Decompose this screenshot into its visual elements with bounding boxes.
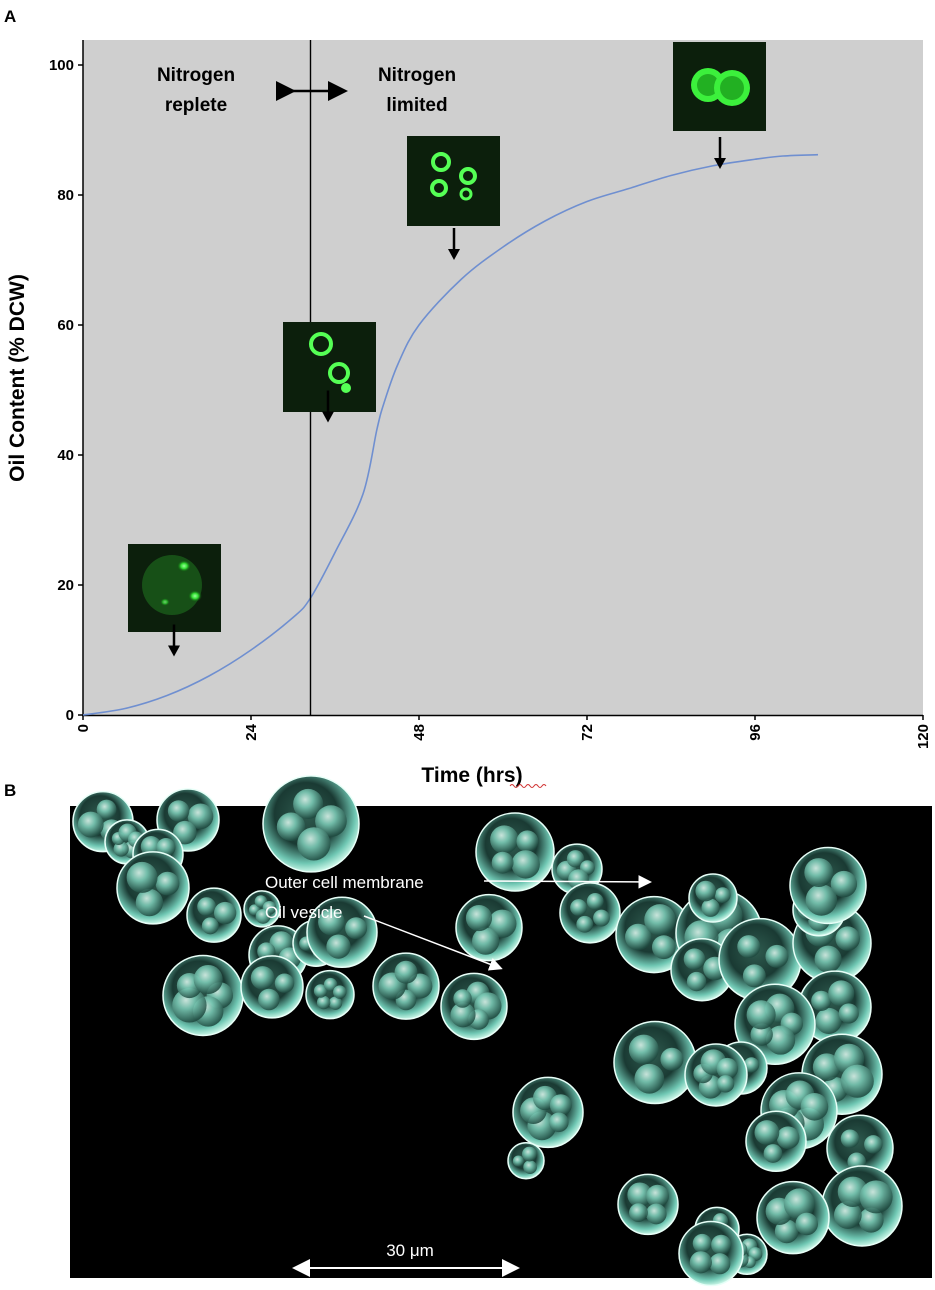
y-tick-label: 20 (57, 577, 74, 594)
cell (734, 983, 816, 1066)
label-oil-vesicle: Oil vesicle (265, 903, 342, 922)
x-tick-label: 96 (747, 724, 764, 741)
y-tick-group: 0 20 40 60 80 100 (49, 57, 83, 724)
cell (116, 851, 190, 925)
cell (243, 890, 281, 928)
y-tick-label: 80 (57, 187, 74, 204)
y-axis-title: Oil Content (% DCW) (6, 274, 29, 482)
cell (718, 917, 802, 1002)
panel-label-a: A (4, 7, 16, 26)
inset-micrograph-mid (407, 136, 500, 226)
cell (826, 1114, 894, 1183)
cell (455, 893, 523, 962)
inset-micrograph-early (128, 544, 221, 632)
oil-content-series-line (82, 153, 819, 716)
cell (306, 896, 378, 969)
y-tick-label: 40 (57, 447, 74, 464)
vesicle-pointer-arrow (363, 915, 503, 971)
phase-label-replete-line2: replete (165, 95, 227, 116)
cell (162, 954, 244, 1037)
cell (305, 969, 355, 1020)
oil-content-chart: 0 20 40 60 80 100 0 24 48 72 96 120 Nitrogen reple… (6, 40, 932, 788)
cell (475, 812, 555, 892)
inset-micrograph-late-arrow (714, 137, 726, 169)
micrograph-panel: Outer cell membrane Oil vesicle 30 μm (70, 775, 932, 1287)
cell (507, 1141, 545, 1180)
phase-label-limited-line1: Nitrogen (378, 65, 456, 86)
cell (745, 1110, 807, 1173)
x-tick-label: 0 (75, 724, 92, 732)
phase-label-replete-line1: Nitrogen (157, 65, 235, 86)
inset-micrograph-transition-arrow (322, 390, 334, 423)
panel-label-b: B (4, 781, 16, 800)
cell (613, 1020, 697, 1105)
spellcheck-underline (509, 784, 547, 788)
x-axis-title: Time (hrs) (421, 764, 522, 787)
x-tick-label: 120 (915, 724, 932, 749)
y-tick-label: 60 (57, 317, 74, 334)
cell (440, 972, 508, 1041)
x-tick-label: 72 (579, 724, 596, 741)
inset-pointer-arrows (168, 137, 726, 657)
x-tick-label: 24 (243, 723, 260, 740)
cell (688, 873, 738, 923)
cell (798, 970, 872, 1044)
x-tick-group: 0 24 48 72 96 120 (75, 715, 932, 749)
label-outer-cell-membrane: Outer cell membrane (265, 873, 424, 892)
cell (617, 1173, 679, 1236)
membrane-pointer-arrow (483, 875, 652, 889)
cell (756, 1180, 830, 1255)
scale-bar-label: 30 μm (386, 1241, 434, 1260)
cell (615, 895, 693, 974)
cell (670, 937, 734, 1002)
cell (559, 882, 621, 944)
cell (372, 952, 440, 1020)
cell (678, 1220, 744, 1287)
y-tick-label: 0 (66, 707, 74, 724)
inset-micrograph-early-arrow (168, 624, 180, 657)
cell (262, 775, 360, 873)
cell-cluster (72, 775, 903, 1287)
plot-background (83, 40, 923, 715)
cell (789, 846, 867, 925)
inset-micrograph-mid-arrow (448, 228, 460, 260)
cell (821, 1165, 903, 1247)
inset-micrograph-transition (283, 322, 376, 412)
cell (240, 955, 304, 1019)
y-tick-label: 100 (49, 57, 74, 74)
cell (512, 1076, 584, 1149)
cell (684, 1043, 748, 1107)
cell (186, 887, 242, 943)
x-tick-label: 48 (411, 724, 428, 741)
phase-label-limited-line2: limited (386, 95, 447, 116)
inset-micrograph-late (673, 42, 766, 131)
